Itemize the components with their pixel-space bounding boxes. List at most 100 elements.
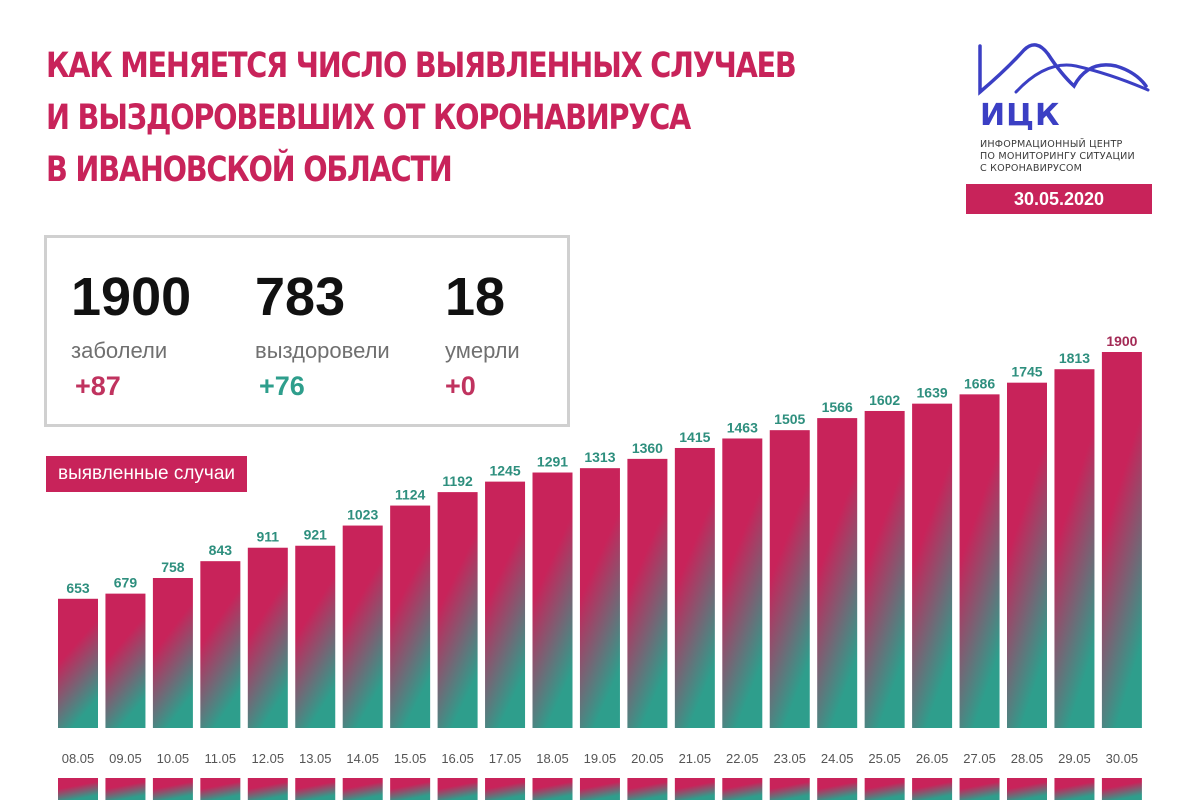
x-tick-label: 14.05: [346, 751, 379, 766]
next-row-bar: [390, 778, 431, 800]
stats-box: 1900 заболели +87 783 выздоровели +76 18…: [44, 235, 570, 427]
x-tick-label: 10.05: [157, 751, 190, 766]
next-row-bar: [769, 778, 810, 800]
bar-12.05: [247, 547, 288, 728]
next-row-bar: [912, 778, 953, 800]
bar-value-label: 1745: [1011, 364, 1042, 380]
bar-value-label: 911: [257, 529, 280, 545]
stat-infected-label: заболели: [71, 338, 168, 363]
bar-23.05: [769, 430, 810, 728]
bar-18.05: [532, 472, 573, 728]
bar-value-label: 1463: [727, 419, 758, 435]
x-tick-label: 08.05: [62, 751, 95, 766]
bar-21.05: [674, 447, 715, 728]
stat-deaths-label: умерли: [445, 338, 520, 363]
bar-14.05: [342, 525, 383, 728]
x-tick-label: 30.05: [1106, 751, 1139, 766]
bar-26.05: [912, 403, 953, 728]
bar-value-label: 653: [66, 580, 90, 596]
logo-subtitle-line-3: С КОРОНАВИРУСОМ: [980, 163, 1083, 174]
x-tick-label: 29.05: [1058, 751, 1091, 766]
x-tick-label: 22.05: [726, 751, 759, 766]
next-row-bar: [959, 778, 1000, 800]
stat-deaths-delta: +0: [445, 371, 476, 401]
x-tick-label: 17.05: [489, 751, 522, 766]
ick-logo: ИЦК ИНФОРМАЦИОННЫЙ ЦЕНТР ПО МОНИТОРИНГУ …: [966, 40, 1156, 220]
x-tick-label: 25.05: [868, 751, 901, 766]
logo-subtitle-line-2: ПО МОНИТОРИНГУ СИТУАЦИИ: [980, 151, 1135, 162]
bar-value-label: 758: [161, 559, 185, 575]
next-row-bar: [200, 778, 241, 800]
stat-recovered-value: 783: [255, 267, 346, 327]
next-row-bar: [579, 778, 620, 800]
x-tick-label: 23.05: [773, 751, 806, 766]
x-tick-label: 15.05: [394, 751, 427, 766]
bar-28.05: [1007, 382, 1047, 728]
chart-title: КАК МЕНЯЕТСЯ ЧИСЛО ВЫЯВЛЕННЫХ СЛУЧАЕВ И …: [46, 40, 797, 196]
next-row-bar: [674, 778, 715, 800]
x-tick-label: 24.05: [821, 751, 854, 766]
x-tick-label: 27.05: [963, 751, 996, 766]
bar-09.05: [105, 593, 146, 728]
next-row-bar: [105, 778, 146, 800]
bar-value-label: 843: [209, 542, 233, 558]
next-row-bar: [532, 778, 573, 800]
bar-30.05: [1101, 352, 1142, 728]
bar-value-label: 921: [304, 527, 328, 543]
next-row-bar: [1007, 778, 1047, 800]
next-row-bar: [485, 778, 526, 800]
next-row-bar: [437, 778, 478, 800]
logo-subtitle: ИНФОРМАЦИОННЫЙ ЦЕНТР ПО МОНИТОРИНГУ СИТУ…: [980, 139, 1160, 175]
title-line-1: КАК МЕНЯЕТСЯ ЧИСЛО ВЫЯВЛЕННЫХ СЛУЧАЕВ: [46, 46, 797, 86]
series-label: выявленные случаи: [46, 456, 248, 492]
bar-value-label: 1192: [442, 473, 473, 489]
next-row-bar: [58, 778, 98, 800]
bar-value-label: 1639: [917, 385, 948, 401]
next-row-bar: [627, 778, 668, 800]
bar-25.05: [864, 410, 905, 728]
bar-value-label: 679: [114, 575, 138, 591]
bar-13.05: [295, 545, 336, 728]
x-tick-label: 11.05: [205, 751, 237, 766]
next-row-bar: [864, 778, 905, 800]
bar-08.05: [58, 598, 98, 728]
bar-value-label: 1813: [1059, 350, 1090, 366]
wave-logo-icon: [978, 43, 1150, 96]
x-tick-label: 12.05: [252, 751, 285, 766]
title-line-2: И ВЫЗДОРОВЕВШИХ ОТ КОРОНАВИРУСА: [46, 98, 691, 138]
x-tick-label: 26.05: [916, 751, 949, 766]
stat-recovered-label: выздоровели: [255, 338, 390, 363]
next-row-bar: [817, 778, 858, 800]
stat-infected-value: 1900: [71, 267, 192, 327]
bar-value-label: 1602: [869, 392, 900, 408]
bar-value-label: 1245: [489, 463, 520, 479]
logo-subtitle-line-1: ИНФОРМАЦИОННЫЙ ЦЕНТР: [980, 139, 1123, 150]
bar-15.05: [390, 505, 431, 728]
x-tick-label: 09.05: [109, 751, 142, 766]
bar-22.05: [722, 438, 763, 728]
bar-value-label: 1291: [537, 454, 568, 470]
bar-17.05: [485, 481, 526, 728]
bar-11.05: [200, 561, 241, 728]
bar-value-label: 1360: [632, 440, 663, 456]
next-row-bar: [1054, 778, 1095, 800]
title-line-3: В ИВАНОВСКОЙ ОБЛАСТИ: [46, 150, 453, 190]
bar-19.05: [579, 468, 620, 728]
next-row-bar: [247, 778, 288, 800]
stat-infected-delta: +87: [75, 371, 121, 401]
bar-value-label: 1023: [347, 507, 378, 523]
next-row-bar: [1101, 778, 1142, 800]
bar-value-label: 1415: [679, 429, 710, 445]
bar-value-label: 1566: [822, 399, 853, 415]
bar-24.05: [817, 418, 858, 728]
x-tick-label: 13.05: [299, 751, 332, 766]
bar-chart: 653 08.05 679 09.05 758 10.05 843 11.05 911 12.05…: [58, 333, 1142, 800]
bar-10.05: [152, 577, 193, 728]
x-tick-label: 19.05: [584, 751, 617, 766]
next-row-bar: [152, 778, 193, 800]
stat-deaths-value: 18: [445, 267, 506, 327]
next-row-bar: [722, 778, 763, 800]
bar-20.05: [627, 458, 668, 728]
bar-value-label: 1900: [1106, 333, 1137, 349]
next-row-bar: [342, 778, 383, 800]
